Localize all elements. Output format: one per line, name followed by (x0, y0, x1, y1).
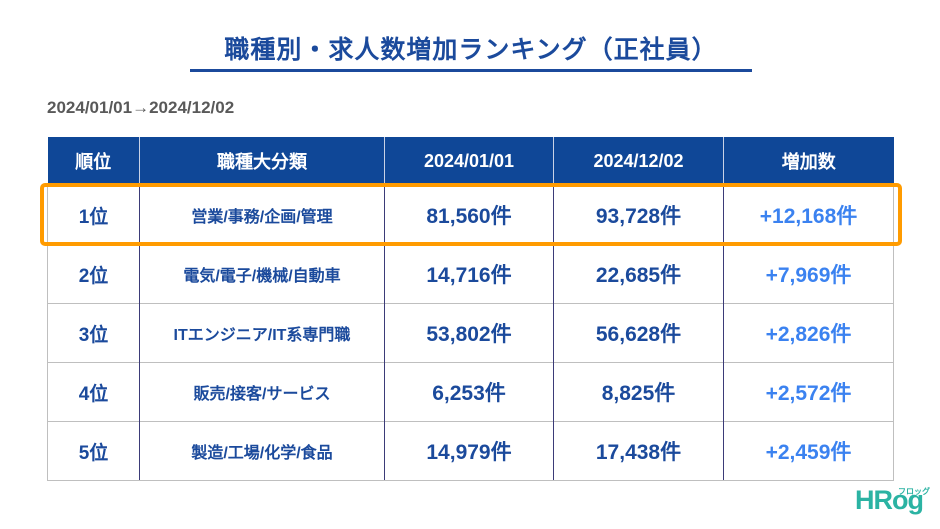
rank-cell: 1位 (47, 185, 140, 245)
table-header-row: 順位 職種大分類 2024/01/01 2024/12/02 増加数 (47, 137, 894, 186)
increase-cell: +2,459件 (723, 421, 894, 481)
start-count-cell: 14,979件 (384, 421, 554, 481)
increase-cell: +12,168件 (723, 185, 894, 245)
rank-cell: 5位 (47, 421, 140, 481)
hrog-logo: HRog (855, 485, 924, 515)
date-range: 2024/01/01→2024/12/02 (47, 98, 235, 117)
page-title: 職種別・求人数増加ランキング（正社員） (224, 36, 718, 64)
header-category: 職種大分類 (139, 137, 385, 186)
table-row: 1位 営業/事務/企画/管理 81,560件 93,728件 +12,168件 (47, 185, 894, 245)
rank-cell: 2位 (47, 244, 140, 304)
category-cell: 製造/工場/化学/食品 (139, 421, 385, 481)
header-rank: 順位 (47, 137, 140, 186)
increase-cell: +7,969件 (723, 244, 894, 304)
end-count-cell: 56,628件 (553, 303, 724, 363)
end-count-cell: 22,685件 (553, 244, 724, 304)
rank-cell: 3位 (47, 303, 140, 363)
table-row: 4位 販売/接客/サービス 6,253件 8,825件 +2,572件 (47, 362, 894, 422)
table-row: 5位 製造/工場/化学/食品 14,979件 17,438件 +2,459件 (47, 421, 894, 481)
header-end-date: 2024/12/02 (553, 137, 724, 186)
increase-cell: +2,572件 (723, 362, 894, 422)
end-count-cell: 17,438件 (553, 421, 724, 481)
ranking-table: 順位 職種大分類 2024/01/01 2024/12/02 増加数 1位 営業… (47, 137, 894, 481)
start-count-cell: 6,253件 (384, 362, 554, 422)
table-row: 2位 電気/電子/機械/自動車 14,716件 22,685件 +7,969件 (47, 244, 894, 304)
start-count-cell: 53,802件 (384, 303, 554, 363)
end-count-cell: 93,728件 (553, 185, 724, 245)
header-increase: 増加数 (723, 137, 894, 186)
category-cell: 営業/事務/企画/管理 (139, 185, 385, 245)
increase-cell: +2,826件 (723, 303, 894, 363)
hrog-logo-subtext: フロッグ (898, 487, 930, 496)
header-start-date: 2024/01/01 (384, 137, 554, 186)
category-cell: 販売/接客/サービス (139, 362, 385, 422)
title-underline (190, 69, 752, 72)
start-count-cell: 14,716件 (384, 244, 554, 304)
end-count-cell: 8,825件 (553, 362, 724, 422)
category-cell: 電気/電子/機械/自動車 (139, 244, 385, 304)
start-count-cell: 81,560件 (384, 185, 554, 245)
category-cell: ITエンジニア/IT系専門職 (139, 303, 385, 363)
rank-cell: 4位 (47, 362, 140, 422)
table-row: 3位 ITエンジニア/IT系専門職 53,802件 56,628件 +2,826… (47, 303, 894, 363)
